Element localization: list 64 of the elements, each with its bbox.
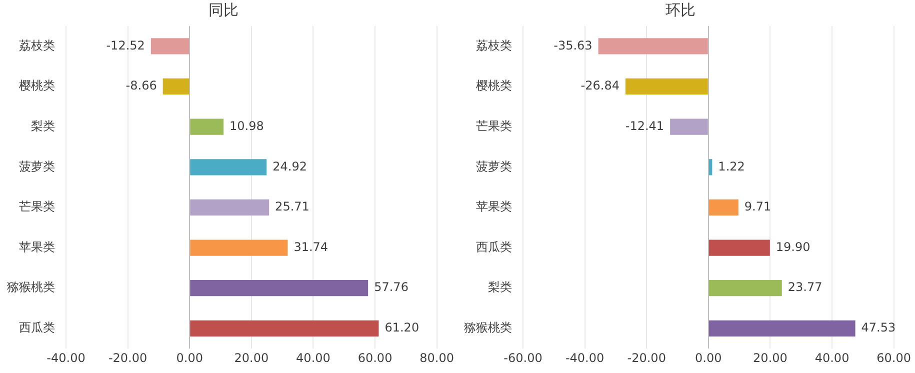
data-label: -8.66 (126, 78, 157, 93)
x-tick-label: -20.00 (108, 350, 148, 365)
y-tick-label: 苹果类 (19, 240, 55, 254)
bar (625, 78, 708, 95)
bar (162, 78, 190, 95)
bar (598, 38, 708, 54)
y-tick-label: 猕猴桃类 (464, 320, 512, 335)
data-label: -12.41 (625, 118, 664, 133)
x-tick-label: 20.00 (753, 350, 788, 365)
bar (190, 199, 270, 216)
data-label: 24.92 (272, 159, 307, 174)
y-tick-label: 西瓜类 (19, 320, 55, 335)
y-tick-label: 梨类 (31, 118, 55, 133)
y-tick-label: 菠萝类 (19, 159, 55, 174)
x-tick-label: 60.00 (358, 350, 392, 365)
bar (670, 118, 708, 135)
bar (708, 159, 712, 176)
data-label: 31.74 (294, 240, 328, 254)
data-label: 1.22 (718, 159, 745, 174)
x-tick-label: -60.00 (504, 350, 542, 365)
bar (190, 159, 267, 176)
x-tick-label: 40.00 (296, 350, 330, 365)
y-tick-label: 荔枝类 (476, 38, 512, 52)
data-label: -26.84 (580, 78, 620, 93)
y-tick-label: 苹果类 (476, 200, 512, 214)
bar (708, 280, 782, 296)
y-tick-label: 芒果类 (19, 200, 55, 214)
x-tick-label: 60.00 (876, 350, 912, 365)
data-label: 19.90 (776, 240, 810, 254)
bar (190, 280, 368, 296)
bar (190, 240, 288, 256)
y-tick-label: 荔枝类 (19, 38, 55, 52)
bar (150, 38, 190, 54)
y-tick-label: 菠萝类 (476, 159, 512, 174)
x-tick-label: -40.00 (46, 350, 86, 365)
y-tick-label: 樱桃类 (476, 78, 512, 93)
bar (190, 118, 224, 135)
data-label: -35.63 (554, 38, 592, 52)
y-tick-label: 樱桃类 (19, 78, 55, 93)
x-tick-label: 0.00 (176, 350, 203, 365)
y-tick-label: 梨类 (488, 280, 512, 294)
data-label: 47.53 (861, 320, 896, 335)
chart-title: 环比 (666, 0, 696, 19)
x-tick-label: -40.00 (565, 350, 604, 365)
y-tick-label: 猕猴桃类 (7, 280, 55, 294)
chart-title: 同比 (208, 0, 238, 19)
data-label: 9.71 (744, 200, 772, 214)
data-label: 25.71 (275, 200, 310, 214)
bar (190, 320, 379, 337)
bar (708, 240, 770, 256)
data-label: 57.76 (374, 280, 408, 294)
data-label: 61.20 (384, 320, 420, 335)
x-tick-label: -20.00 (627, 350, 666, 365)
data-label: -12.52 (106, 38, 145, 52)
bar (708, 199, 738, 216)
bar (708, 320, 856, 337)
x-tick-label: 20.00 (234, 350, 269, 365)
y-tick-label: 芒果类 (476, 118, 512, 133)
x-tick-label: 80.00 (420, 350, 454, 365)
y-tick-label: 西瓜类 (476, 240, 512, 254)
x-tick-label: 0.00 (695, 350, 722, 365)
data-label: 23.77 (788, 280, 822, 294)
data-label: 10.98 (230, 118, 264, 133)
x-tick-label: 40.00 (814, 350, 850, 365)
